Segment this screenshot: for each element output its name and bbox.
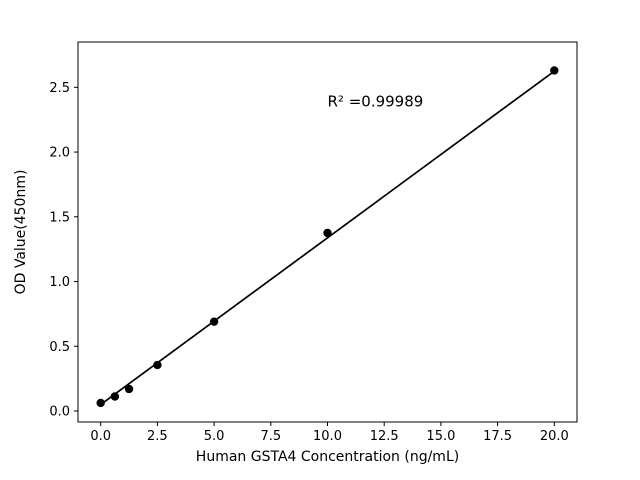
x-tick-label: 2.5: [147, 429, 168, 444]
data-point: [550, 66, 559, 75]
x-tick-label: 7.5: [260, 429, 281, 444]
y-tick-label: 2.5: [49, 81, 70, 96]
data-point: [110, 392, 120, 401]
x-tick-label: 12.5: [370, 429, 399, 444]
data-point: [209, 317, 219, 326]
y-tick-label: 2.0: [49, 146, 70, 161]
data-point: [323, 228, 332, 238]
y-tick-label: 1.5: [49, 210, 70, 225]
x-tick-label: 17.5: [483, 429, 512, 444]
x-axis-label: Human GSTA4 Concentration (ng/mL): [196, 449, 459, 465]
x-tick-label: 0.0: [90, 429, 111, 444]
data-point: [153, 360, 162, 370]
y-tick-label: 1.0: [49, 275, 70, 290]
y-tick-label: 0.5: [49, 340, 70, 355]
fit-line: [100, 70, 555, 406]
data-point: [124, 384, 134, 394]
x-tick-label: 5.0: [204, 429, 225, 444]
r-squared-annotation: R² =0.99989: [328, 93, 424, 111]
y-axis-label: OD Value(450nm): [13, 170, 29, 295]
x-tick-label: 20.0: [540, 429, 569, 444]
x-tick-label: 10.0: [313, 429, 342, 444]
y-tick-label: 0.0: [49, 404, 70, 419]
data-point: [96, 398, 105, 408]
x-tick-label: 15.0: [426, 429, 455, 444]
